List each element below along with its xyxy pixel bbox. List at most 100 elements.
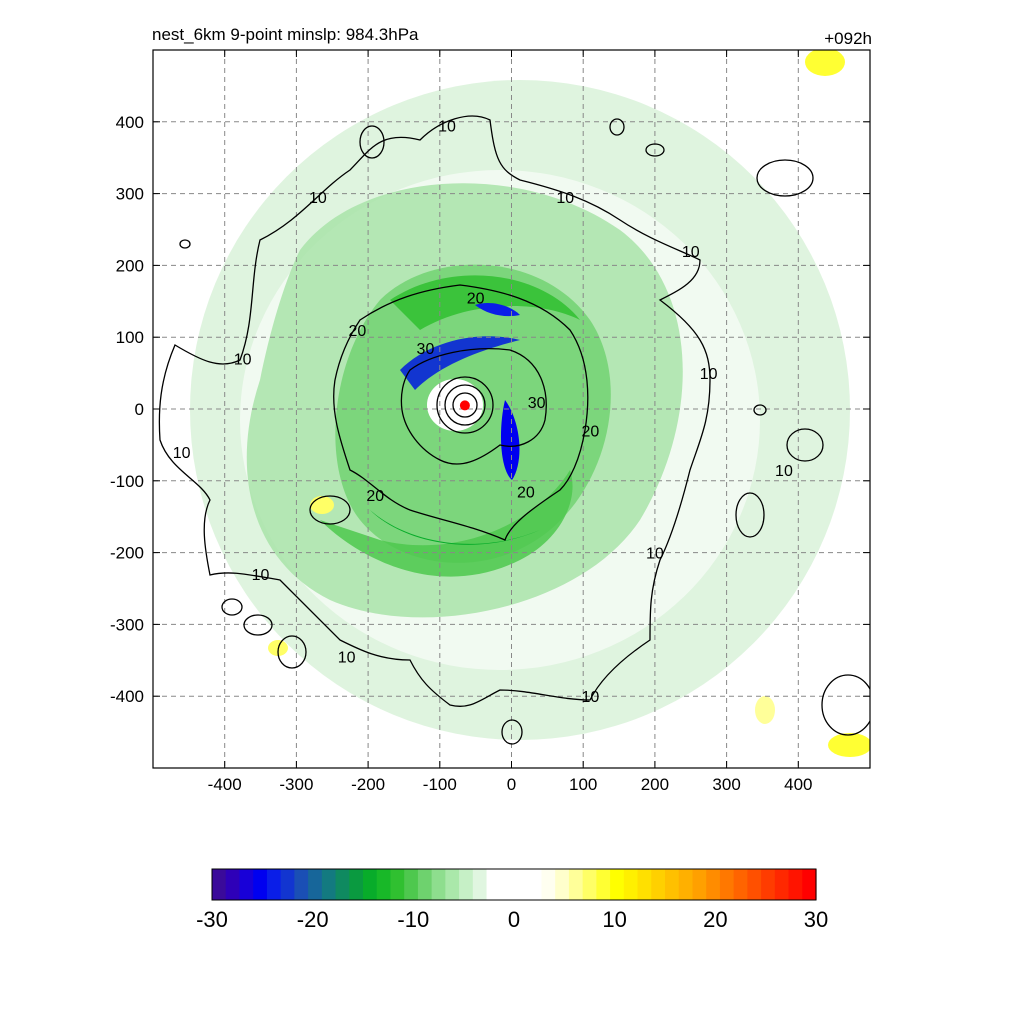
contour-label-5: 10 [700,366,718,383]
storm-center-marker [459,400,470,411]
contour-label-12: 20 [467,291,485,308]
x-axis: -400 -300 -200 -100 0 100 200 300 400 [208,50,812,794]
colorbar-frame [211,868,817,901]
colorbar-cell-34 [678,869,694,900]
shade-max-north [400,336,520,390]
contour-label-13: 20 [348,323,366,340]
colorbar-cell-33 [665,869,680,900]
x-tick-label-8: 400 [784,775,812,794]
contour-blob-8 [243,614,273,636]
contour-eye-2 [444,384,486,426]
x-tick-label-4: 0 [507,775,516,794]
contour-blob-10 [221,598,243,616]
contour-label-11: 10 [581,689,599,706]
shade-yellow-se [828,733,870,757]
y-axis: -400 -300 -200 -100 0 100 200 300 400 [110,113,870,706]
colorbar-tick-label-5: 20 [703,907,727,932]
colorbar-cell-43 [802,869,817,900]
shade-yellow-w [310,496,334,514]
colorbar-tick-label-4: 10 [602,907,626,932]
contour-labels: 10 10 10 10 10 10 10 10 10 10 10 10 20 20 20 20 20 30 30 [173,118,793,706]
contour-label-17: 30 [417,341,435,358]
x-tick-label-7: 300 [712,775,740,794]
colorbar-cell-37 [719,869,735,900]
contour-10 [158,115,711,707]
contour-label-7: 10 [775,463,793,480]
contour-label-18: 30 [528,395,546,412]
colorbar-ticks: -30 -20 -10 0 10 20 30 [196,907,828,932]
x-tick-label-2: -200 [351,775,385,794]
colorbar-cell-28 [596,869,611,900]
contour-blob-2 [756,159,814,197]
colorbar-cell-17 [445,869,460,900]
contour-blob-5 [786,428,824,462]
y-tick-label-0: -400 [110,687,144,706]
contour-label-16: 20 [517,485,535,502]
y-tick-label-1: -300 [110,615,144,634]
colorbar-cell-29 [610,869,625,900]
colorbar-cell-5 [280,869,295,900]
colorbar-cell-38 [733,869,748,900]
contour-label-0: 10 [438,118,456,135]
contour-blob-9 [277,635,307,669]
contour-label-2: 10 [556,190,574,207]
shade-spiral-south [320,470,573,577]
contour-label-4: 10 [234,352,252,369]
contour-blob-1 [359,125,385,159]
colorbar-cell-39 [747,869,762,900]
colorbar-cell-11 [363,869,378,900]
colorbar-cell-36 [706,869,721,900]
colorbar-tick-label-0: -30 [196,907,228,932]
contour-blob-7 [309,495,351,525]
contour-blob-4 [609,118,625,136]
colorbar-cell-13 [390,869,405,900]
colorbar-cell-27 [582,869,597,900]
x-tick-label-0: -400 [208,775,242,794]
x-tick-label-1: -300 [279,775,313,794]
y-tick-label-7: 300 [116,185,144,204]
shade-yellow-ne [805,50,845,76]
colorbar-cell-31 [637,869,652,900]
colorbar-cell-42 [788,869,803,900]
y-tick-label-6: 200 [116,256,144,275]
colorbar-cell-26 [568,869,584,900]
contour-blob-13 [753,404,767,416]
colorbar-cell-8 [321,869,337,900]
contour-label-3: 10 [682,244,700,261]
contour-label-9: 10 [646,546,664,563]
contour-blob-12 [821,674,870,736]
colorbar-cell-24 [541,869,556,900]
colorbar-cell-14 [404,869,419,900]
colorbar-cell-12 [376,869,392,900]
colorbar-cell-21 [500,869,515,900]
y-tick-label-3: -100 [110,472,144,491]
contours [158,115,870,745]
colorbar-cell-1 [225,869,241,900]
colorbar-cell-10 [349,869,364,900]
colorbar-tick-label-6: 30 [804,907,828,932]
shade-max-east [500,400,520,480]
contour-eye-3 [436,376,494,434]
plot-area: 10 10 10 10 10 10 10 10 10 10 10 10 20 20 20 20 20 30 30 [153,50,870,768]
colorbar-cell-19 [472,869,488,900]
colorbar-cell-41 [774,869,790,900]
colorbar-cell-7 [308,869,323,900]
plot-title: nest_6km 9-point minslp: 984.3hPa [152,25,419,44]
colorbar-cell-9 [335,869,350,900]
colorbar-cell-20 [486,869,501,900]
colorbar-tick-label-1: -20 [297,907,329,932]
colorbar-cell-15 [417,869,433,900]
grid-lines [153,50,870,768]
wind-field-shading [190,50,870,757]
y-tick-label-5: 100 [116,328,144,347]
contour-blob-3 [645,143,665,157]
contour-30 [400,348,547,465]
x-tick-label-5: 100 [569,775,597,794]
colorbar-cell-18 [459,869,474,900]
shade-eye [427,379,483,431]
contour-label-10: 10 [338,650,356,667]
contour-label-6: 10 [173,445,191,462]
colorbar-tick-label-3: 0 [508,907,520,932]
colorbar-cell-4 [266,869,282,900]
